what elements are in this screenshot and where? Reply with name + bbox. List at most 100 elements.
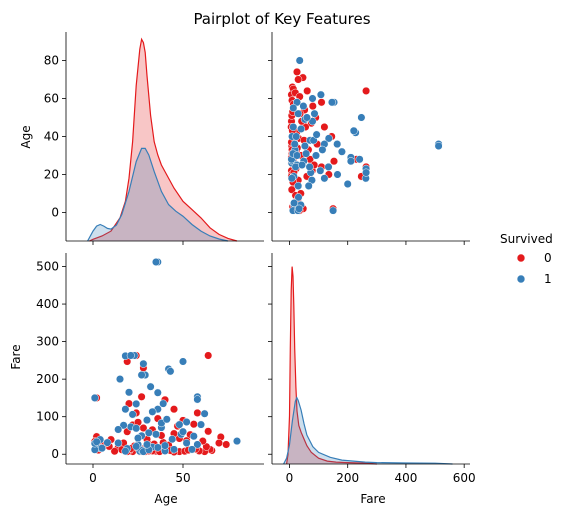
fare-age-point-1 <box>178 357 188 366</box>
fare-age-point-1 <box>182 438 191 448</box>
age-fare-point-1 <box>357 113 366 122</box>
age-fare-point-1 <box>297 124 306 133</box>
age-fare-point-1 <box>292 151 302 160</box>
age-fare-point-1 <box>333 140 342 149</box>
fare-age-point-1 <box>114 438 123 448</box>
fare-age-point-1 <box>133 434 143 443</box>
age-ytick-label: 0 <box>51 206 59 220</box>
fare-age-point-1 <box>151 430 161 439</box>
fare-age-point-0 <box>214 438 224 448</box>
fare-age-point-0 <box>169 405 179 414</box>
legend-title: Survived <box>500 232 553 246</box>
y-axis-label-age: Age <box>19 125 33 148</box>
fare-age-point-1 <box>114 425 123 434</box>
age-fare-point-0 <box>292 67 302 76</box>
fare-age-point-1 <box>151 257 161 267</box>
age-fare-point-0 <box>294 75 303 84</box>
fare-xtick-label: 400 <box>394 471 417 485</box>
fare-age-point-1 <box>175 420 184 429</box>
age-fare-point-1 <box>294 181 303 190</box>
age-fare-point-1 <box>312 130 321 139</box>
age-fare-point-1 <box>305 162 314 171</box>
y-axis-label-fare: Fare <box>9 344 23 369</box>
legend-marker-0 <box>516 253 526 263</box>
fare-age-point-1 <box>121 405 130 414</box>
age-fare-point-0 <box>329 157 339 166</box>
fare-age-point-0 <box>110 447 119 456</box>
age-ytick-label: 60 <box>44 92 59 106</box>
age-xtick-label: 50 <box>175 471 190 485</box>
age-fare-point-0 <box>362 86 371 95</box>
age-ytick-label: 40 <box>44 130 59 144</box>
fare-age-point-1 <box>153 388 162 397</box>
age-fare-point-1 <box>294 193 303 202</box>
age-fare-point-1 <box>308 94 317 103</box>
fare-age-point-1 <box>132 442 141 451</box>
legend-marker-1 <box>516 274 526 284</box>
age-fare-point-1 <box>308 117 317 126</box>
fare-age-point-1 <box>168 435 177 444</box>
fare-xtick-label: 600 <box>453 471 476 485</box>
age-ytick-label: 20 <box>44 168 59 182</box>
age-fare-point-1 <box>302 149 311 158</box>
fare-age-point-1 <box>124 388 134 397</box>
fare-age-point-1 <box>178 427 188 436</box>
fare-age-point-1 <box>132 424 141 433</box>
fare-age-point-1 <box>169 445 179 454</box>
age-fare-point-0 <box>317 98 326 107</box>
fare-ytick-label: 300 <box>36 335 59 349</box>
x-axis-label-age: Age <box>154 492 177 506</box>
fare-kde-area-1 <box>283 397 453 464</box>
fare-age-point-1 <box>162 415 171 424</box>
fare-age-point-1 <box>200 409 209 418</box>
fare-age-point-0 <box>204 351 213 360</box>
age-fare-point-1 <box>289 103 298 113</box>
age-fare-point-0 <box>308 102 317 111</box>
fare-age-point-0 <box>204 427 213 436</box>
fare-kde-line-0 <box>286 266 377 465</box>
panel-fare-vs-age-scatter: 0 100 200 300 400 500 0 50 <box>36 253 264 485</box>
fare-age-point-1 <box>142 440 152 449</box>
fare-age-point-1 <box>232 437 242 446</box>
age-fare-point-1 <box>292 132 301 141</box>
fare-kde-line-1 <box>283 396 453 465</box>
age-ytick-label: 80 <box>44 54 59 68</box>
age-fare-point-0 <box>320 122 329 132</box>
age-kde-area-0 <box>89 39 238 241</box>
age-kde-area-1 <box>87 148 228 241</box>
fare-age-point-0 <box>137 392 146 401</box>
legend-label-0: 0 <box>544 251 552 265</box>
legend: Survived 0 1 <box>500 232 553 286</box>
fare-age-point-0 <box>189 420 198 429</box>
age-fare-point-1 <box>337 147 346 156</box>
fare-age-point-1 <box>142 416 152 425</box>
fare-kde-area-0 <box>286 266 377 464</box>
fare-ytick-label: 0 <box>51 447 59 461</box>
age-fare-point-1 <box>329 206 338 215</box>
fare-age-point-1 <box>137 370 146 380</box>
fare-age-point-1 <box>103 438 112 447</box>
fare-age-point-1 <box>126 351 135 360</box>
fare-age-point-1 <box>166 367 175 376</box>
age-fare-point-1 <box>299 102 308 111</box>
panel-age-vs-fare-scatter <box>268 32 470 245</box>
age-fare-point-1 <box>304 181 313 190</box>
age-fare-point-1 <box>320 174 329 183</box>
panel-fare-kde: 0 200 400 600 <box>268 253 476 485</box>
fare-ytick-label: 100 <box>36 410 59 424</box>
age-fare-point-1 <box>346 157 355 166</box>
age-fare-point-1 <box>297 160 307 170</box>
fare-age-point-1 <box>92 437 101 446</box>
panel-age-kde: 0 20 40 60 80 <box>44 32 264 245</box>
age-fare-point-1 <box>434 141 443 151</box>
legend-label-1: 1 <box>544 272 552 286</box>
fare-age-point-1 <box>196 420 206 429</box>
fare-age-point-1 <box>128 410 137 419</box>
fare-ytick-label: 500 <box>36 260 59 274</box>
age-fare-point-1 <box>343 179 352 189</box>
age-fare-point-1 <box>310 109 319 118</box>
age-fare-point-1 <box>300 141 309 151</box>
age-xtick-label: 0 <box>89 471 97 485</box>
